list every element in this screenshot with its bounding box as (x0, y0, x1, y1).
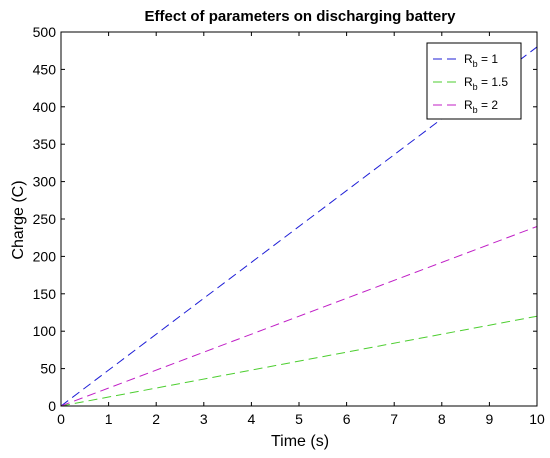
series-line-2 (60, 315, 538, 407)
x-tick-label: 5 (295, 411, 303, 427)
x-tick-label: 1 (105, 411, 113, 427)
y-tick-label: 450 (33, 61, 57, 77)
y-tick-label: 500 (33, 24, 57, 40)
series-line-3 (60, 226, 538, 407)
legend-label: Rb = 1.5 (464, 75, 508, 92)
x-tick-label: 9 (486, 411, 494, 427)
x-tick-label: 2 (152, 411, 160, 427)
x-tick-label: 10 (529, 411, 545, 427)
y-tick-label: 200 (33, 248, 57, 264)
chart-title: Effect of parameters on discharging batt… (145, 8, 457, 25)
x-tick-label: 6 (343, 411, 351, 427)
y-tick-label: 400 (33, 99, 57, 115)
x-axis-label: Time (s) (271, 433, 329, 450)
x-tick-label: 7 (390, 411, 398, 427)
y-tick-label: 100 (33, 323, 57, 339)
legend-label: Rb = 1 (464, 52, 498, 69)
legend: Rb = 1 Rb = 1.5 Rb = 2 (426, 42, 522, 120)
y-tick-label: 0 (48, 398, 56, 414)
x-tick-label: 3 (200, 411, 208, 427)
x-tick-label: 0 (57, 411, 65, 427)
y-tick-label: 150 (33, 286, 57, 302)
legend-label: Rb = 2 (464, 98, 498, 115)
axis-ticks: 0 1 2 3 4 5 6 7 8 9 100501001502002503003504004505… (33, 24, 545, 427)
x-tick-label: 4 (248, 411, 256, 427)
y-axis-label: Charge (C) (10, 180, 27, 259)
y-tick-label: 350 (33, 136, 57, 152)
legend-box (426, 42, 522, 120)
y-tick-label: 300 (33, 174, 57, 190)
x-tick-label: 8 (438, 411, 446, 427)
y-tick-label: 50 (40, 361, 56, 377)
y-tick-label: 250 (33, 211, 57, 227)
